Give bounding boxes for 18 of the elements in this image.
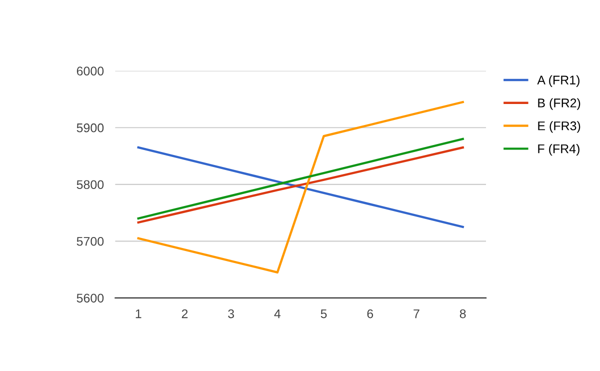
y-tick-label: 5800: [76, 180, 104, 190]
x-tick-label: 5: [320, 309, 327, 318]
x-tick-label: 3: [228, 309, 234, 318]
y-tick-label: 6000: [76, 66, 104, 76]
x-tick-label: 4: [274, 309, 281, 318]
legend-label: A (FR1): [537, 75, 580, 87]
line-series: [137, 100, 464, 274]
y-tick-label: 5700: [76, 236, 104, 246]
legend-label: E (FR3): [538, 121, 580, 133]
legend-label: B (FR2): [538, 98, 580, 110]
x-tick-label: 2: [182, 309, 188, 318]
x-tick-label: 8: [460, 309, 466, 318]
x-tick-label: 1: [136, 309, 142, 318]
x-tick-label: 7: [414, 309, 420, 318]
legend-label: F (FR4): [538, 144, 580, 156]
y-tick-label: 5600: [76, 294, 104, 303]
y-tick-label: 5900: [76, 123, 104, 132]
x-tick-label: 6: [367, 309, 374, 318]
